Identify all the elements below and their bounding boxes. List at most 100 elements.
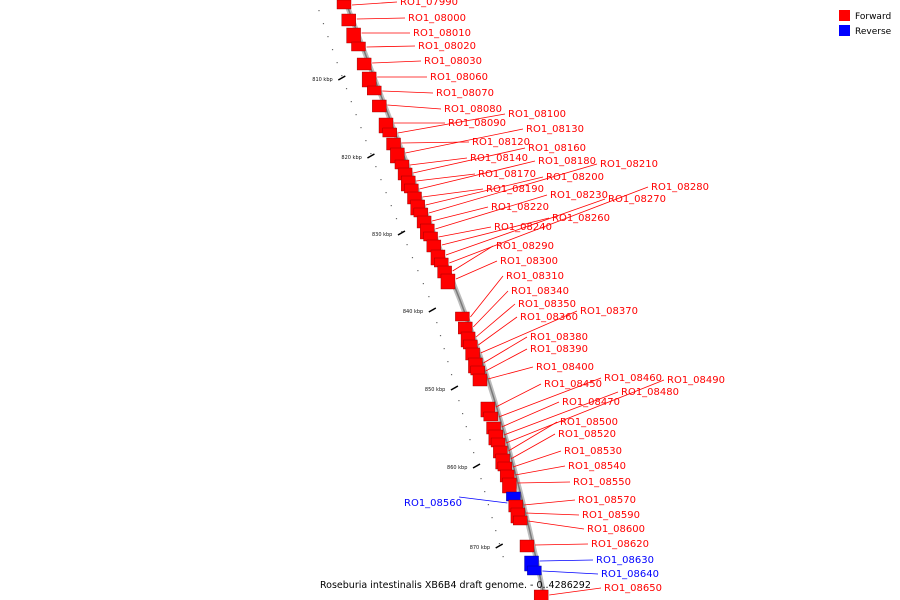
ruler-dot — [395, 218, 398, 220]
gene-block — [382, 127, 397, 138]
gene-label[interactable]: RO1_08480 — [621, 387, 679, 398]
gene-leader-line — [425, 176, 544, 206]
gene-label[interactable]: RO1_08310 — [506, 271, 564, 282]
gene-leader-line — [508, 421, 558, 452]
gene-label[interactable]: RO1_08280 — [651, 182, 709, 193]
gene-label[interactable]: RO1_08400 — [536, 362, 594, 373]
gene-label[interactable]: RO1_08540 — [568, 461, 626, 472]
ruler-tick-label: 830 kbp — [372, 232, 392, 238]
gene-label[interactable]: RO1_08640 — [601, 569, 659, 580]
gene-leader-line — [409, 157, 468, 166]
gene-label[interactable]: RO1_08200 — [546, 172, 604, 183]
gene-block — [346, 27, 361, 44]
gene-label[interactable]: RO1_08460 — [604, 373, 662, 384]
gene-label[interactable]: RO1_08500 — [560, 417, 618, 428]
gene-leader-line — [485, 348, 528, 372]
gene-leader-line — [475, 303, 516, 338]
gene-label[interactable]: RO1_08550 — [573, 477, 631, 488]
gene-label[interactable]: RO1_08470 — [562, 397, 620, 408]
gene-label[interactable]: RO1_08270 — [608, 194, 666, 205]
gene-leader-line — [438, 226, 492, 238]
ruler-dot — [331, 49, 334, 51]
gene-label[interactable]: RO1_08080 — [444, 104, 502, 115]
gene-label[interactable]: RO1_08290 — [496, 241, 554, 252]
gene-label[interactable]: RO1_08180 — [538, 156, 596, 167]
gene-label[interactable]: RO1_08380 — [530, 332, 588, 343]
gene-label[interactable]: RO1_08070 — [436, 88, 494, 99]
gene-label[interactable]: RO1_08130 — [526, 124, 584, 135]
ruler-tick-label: 870 kbp — [470, 545, 490, 551]
gene-label[interactable]: RO1_08160 — [528, 143, 586, 154]
gene-label[interactable]: RO1_08340 — [511, 286, 569, 297]
ruler-dot — [385, 192, 387, 194]
gene-label[interactable]: RO1_08530 — [564, 446, 622, 457]
gene-leader-line — [412, 147, 526, 174]
gene-block — [413, 207, 429, 218]
gene-label[interactable]: RO1_08520 — [558, 429, 616, 440]
gene-leader-line — [534, 543, 589, 546]
ruler-dot — [350, 101, 352, 103]
ruler-tick — [450, 385, 459, 391]
gene-label[interactable]: RO1_08370 — [580, 306, 638, 317]
gene-label[interactable]: RO1_08630 — [596, 555, 654, 566]
gene-leader-line — [351, 1, 398, 6]
gene-label[interactable]: RO1_08490 — [667, 375, 725, 386]
gene-label-leaders — [351, 1, 665, 596]
gene-label[interactable]: RO1_08120 — [472, 137, 530, 148]
ruler-dot — [401, 231, 403, 233]
ruler-dot — [480, 478, 482, 480]
gene-leader-line — [372, 60, 422, 64]
gene-label[interactable]: RO1_08390 — [530, 344, 588, 355]
gene-leader-line — [445, 198, 606, 256]
gene-label[interactable]: RO1_07990 — [400, 0, 458, 8]
ruler-dot — [422, 283, 424, 285]
gene-label[interactable]: RO1_08190 — [486, 184, 544, 195]
gene-label[interactable]: RO1_08570 — [578, 495, 636, 506]
ruler-dot — [491, 517, 493, 519]
gene-leader-line — [510, 433, 556, 460]
gene-label[interactable]: RO1_08300 — [500, 256, 558, 267]
gene-label[interactable]: RO1_08240 — [494, 222, 552, 233]
gene-leader-line — [483, 336, 528, 364]
gene-block — [497, 461, 513, 472]
gene-label[interactable]: RO1_08060 — [430, 72, 488, 83]
gene-label[interactable]: RO1_08450 — [544, 379, 602, 390]
gene-label[interactable]: RO1_08000 — [408, 13, 466, 24]
gene-block — [490, 437, 506, 448]
gene-leader-line — [525, 512, 580, 516]
ruler-dot — [336, 62, 338, 64]
gene-label[interactable]: RO1_08100 — [508, 109, 566, 120]
gene-label[interactable]: RO1_08600 — [587, 524, 645, 535]
legend-reverse-swatch — [839, 25, 850, 36]
gene-label[interactable]: RO1_08350 — [518, 299, 576, 310]
gene-leader-line — [542, 570, 599, 575]
gene-label[interactable]: RO1_08090 — [448, 118, 506, 129]
gene-label[interactable]: RO1_08590 — [582, 510, 640, 521]
gene-label[interactable]: RO1_08210 — [600, 159, 658, 170]
ruler-dot — [370, 153, 372, 155]
ruler-tick-label: 810 kbp — [312, 77, 332, 83]
gene-label[interactable]: RO1_08140 — [470, 153, 528, 164]
gene-block — [472, 373, 488, 387]
gene-block — [502, 477, 517, 494]
gene-label[interactable]: RO1_08230 — [550, 190, 608, 201]
gene-label[interactable]: RO1_08620 — [591, 539, 649, 550]
gene-label[interactable]: RO1_08010 — [413, 28, 471, 39]
gene-leader-line — [470, 275, 504, 318]
ruler-dot — [484, 491, 486, 493]
ruler-tick-label: 860 kbp — [447, 465, 467, 471]
gene-leader-line — [480, 310, 578, 354]
gene-label[interactable]: RO1_08650 — [604, 583, 662, 594]
gene-leader-line — [528, 520, 585, 530]
gene-label[interactable]: RO1_08030 — [424, 56, 482, 67]
gene-leader-line — [441, 217, 550, 246]
ruler-dot — [360, 127, 362, 129]
gene-label[interactable]: RO1_08020 — [418, 41, 476, 52]
gene-leader-line — [356, 17, 406, 20]
ruler-dot — [417, 270, 419, 272]
gene-label[interactable]: RO1_08260 — [552, 213, 610, 224]
gene-label[interactable]: RO1_08560 — [404, 498, 462, 509]
gene-label[interactable]: RO1_08220 — [491, 202, 549, 213]
gene-label[interactable]: RO1_08360 — [520, 312, 578, 323]
gene-label[interactable]: RO1_08170 — [478, 169, 536, 180]
